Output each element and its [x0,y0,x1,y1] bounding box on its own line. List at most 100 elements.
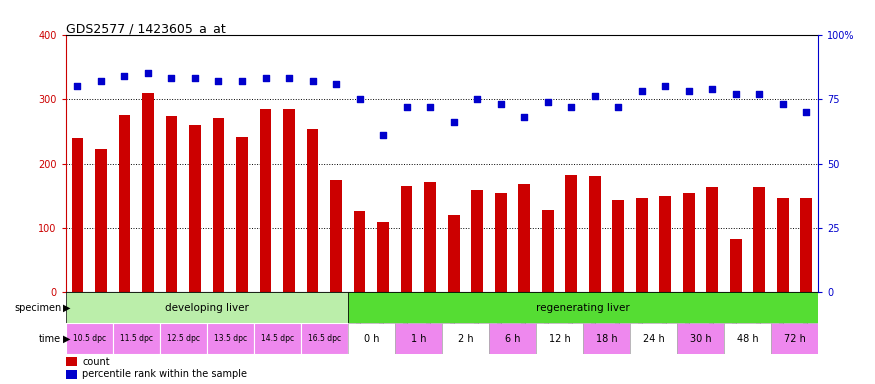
Text: developing liver: developing liver [164,303,248,313]
Text: 10.5 dpc: 10.5 dpc [73,334,106,343]
Bar [448,215,459,293]
Bar [682,192,695,293]
Bar [660,196,671,293]
Text: percentile rank within the sample: percentile rank within the sample [82,369,247,379]
Text: time: time [39,334,61,344]
Point [424,104,438,110]
Text: count: count [82,357,109,367]
Bar [66,323,113,354]
Bar [260,109,271,293]
Point [235,78,249,84]
Text: 12 h: 12 h [549,334,570,344]
Bar [801,198,812,293]
Point [353,96,367,102]
Point [493,101,507,107]
Bar [724,323,771,354]
Point [282,75,296,81]
Bar [330,180,342,293]
Point [776,101,790,107]
Bar [565,175,578,293]
Bar [472,190,483,293]
Bar [518,184,530,293]
Bar [95,149,107,293]
Point [729,91,743,97]
Point [212,78,226,84]
Bar [536,323,583,354]
Text: 72 h: 72 h [784,334,806,344]
Bar [118,115,130,293]
Point [752,91,766,97]
Bar [213,118,224,293]
Bar [771,323,818,354]
Point [446,119,460,125]
Text: 0 h: 0 h [364,334,379,344]
Bar [348,293,818,323]
Point [705,86,719,92]
Bar [395,323,442,354]
Bar [66,357,77,366]
Point [658,83,672,89]
Point [400,104,414,110]
Text: 12.5 dpc: 12.5 dpc [167,334,200,343]
Point [70,83,84,89]
Bar [236,137,248,293]
Bar [542,210,554,293]
Bar [206,323,254,354]
Point [188,75,202,81]
Bar [284,109,295,293]
Bar [189,125,201,293]
Point [117,73,131,79]
Text: regenerating liver: regenerating liver [536,303,630,313]
Bar [66,370,77,379]
Bar [442,323,489,354]
Bar [489,323,536,354]
Bar [706,187,718,293]
Bar [677,323,724,354]
Point [258,75,272,81]
Point [517,114,531,120]
Bar [254,323,301,354]
Bar [612,200,624,293]
Bar [630,323,677,354]
Bar [424,182,436,293]
Bar [348,323,395,354]
Text: 18 h: 18 h [596,334,617,344]
Bar [730,239,742,293]
Point [470,96,484,102]
Text: 11.5 dpc: 11.5 dpc [120,334,152,343]
Text: 16.5 dpc: 16.5 dpc [308,334,341,343]
Text: 24 h: 24 h [642,334,664,344]
Point [376,132,390,138]
Bar [160,323,206,354]
Point [564,104,578,110]
Bar [753,187,766,293]
Bar [354,210,366,293]
Bar [589,176,600,293]
Point [329,81,343,87]
Point [800,109,814,115]
Point [634,88,648,94]
Text: ▶: ▶ [63,303,71,313]
Point [141,70,155,76]
Point [588,93,602,99]
Bar [66,293,348,323]
Bar [301,323,348,354]
Point [164,75,178,81]
Bar [583,323,630,354]
Bar [777,198,788,293]
Point [94,78,108,84]
Text: 30 h: 30 h [690,334,711,344]
Point [305,78,319,84]
Point [612,104,626,110]
Text: 48 h: 48 h [737,334,759,344]
Text: 2 h: 2 h [458,334,473,344]
Text: GDS2577 / 1423605_a_at: GDS2577 / 1423605_a_at [66,22,226,35]
Bar [306,129,318,293]
Bar [401,186,412,293]
Text: 13.5 dpc: 13.5 dpc [214,334,247,343]
Bar [113,323,160,354]
Text: ▶: ▶ [63,334,71,344]
Text: 6 h: 6 h [505,334,520,344]
Point [541,99,555,105]
Bar [165,116,178,293]
